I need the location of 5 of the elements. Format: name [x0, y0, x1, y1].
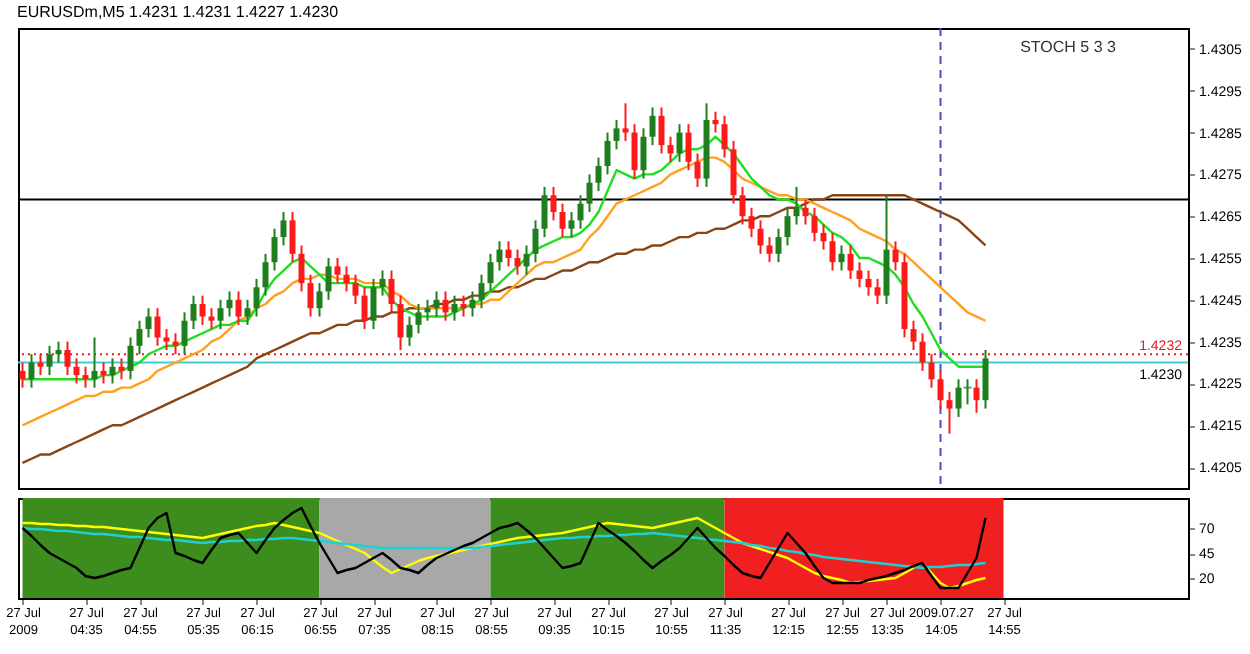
candlestick [963, 378, 972, 406]
annotation: STOCH 5 3 3 [1020, 38, 1117, 56]
line-series [21, 194, 987, 465]
line-series [21, 526, 987, 570]
chart-title: EURUSDm,M5 1.4231 1.4231 1.4227 1.4230 [17, 3, 340, 21]
